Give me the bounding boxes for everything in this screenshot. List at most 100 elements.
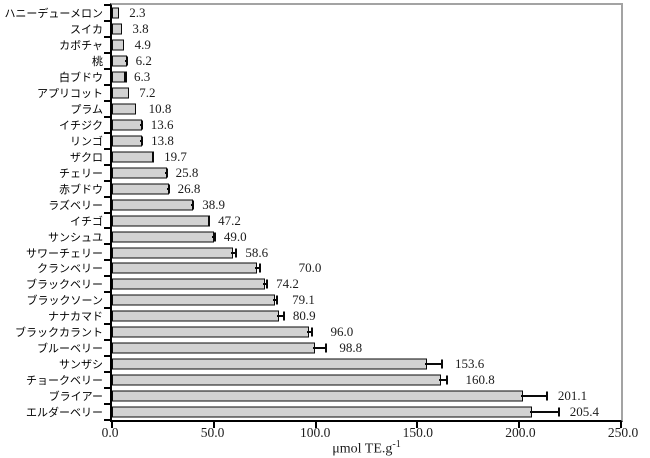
bar (112, 326, 310, 338)
error-cap (208, 216, 211, 226)
category-label: イチジク (59, 119, 103, 132)
y-axis-tick (104, 419, 110, 421)
category-label: カボチャ (59, 39, 103, 52)
x-tick-label: 200.0 (505, 425, 536, 440)
bar-rows: ハニーデューメロン 2.3 スイカ 3.8 カボチャ 4.9 桃 6.2 白ブドウ 6.3 アプリコ… (4, 4, 622, 428)
bar (112, 390, 524, 402)
category-label: ブラックソーン (26, 295, 103, 308)
y-axis-tick (104, 35, 110, 38)
value-label: 13.6 (150, 116, 174, 132)
value-label: 38.9 (202, 196, 225, 212)
bar (112, 7, 119, 19)
error-cap (545, 391, 548, 401)
category-label: ブラックベリー (26, 279, 103, 292)
value-label: 49.0 (223, 228, 247, 244)
category-label: 白ブドウ (59, 71, 103, 84)
error-cap (167, 184, 170, 194)
bar (112, 231, 214, 243)
category-label: サンザシ (59, 359, 103, 372)
value-label: 98.8 (339, 340, 363, 356)
bar (112, 247, 234, 259)
y-axis-tick (104, 147, 110, 150)
bar-row: 桃 6.2 (92, 53, 621, 69)
bar-row: イチゴ 47.2 (70, 213, 621, 229)
error-bar (166, 184, 170, 194)
y-axis-tick (104, 131, 110, 134)
error-bar (521, 391, 548, 401)
category-label: ハニーデューメロン (4, 7, 103, 20)
value-label: 160.8 (465, 372, 495, 388)
error-bar (530, 407, 560, 417)
value-label: 58.6 (245, 244, 269, 260)
x-tick-label: 0.0 (101, 425, 119, 440)
value-label: 70.0 (298, 260, 322, 276)
y-axis-tick (104, 371, 110, 374)
bar (112, 358, 427, 370)
bar-row: 赤ブドウ 26.8 (59, 181, 621, 197)
x-axis-unit: μmol TE.g (332, 441, 393, 457)
error-cap (282, 311, 285, 321)
error-cap (141, 136, 144, 146)
bar-row: ラズベリー 38.9 (48, 196, 621, 213)
y-axis-tick (104, 387, 110, 390)
x-axis-tick (111, 422, 113, 428)
error-cap (124, 72, 127, 82)
y-axis-tick (104, 115, 110, 118)
bar-row: リンゴ 13.8 (70, 132, 621, 149)
error-bar (152, 152, 155, 162)
bar-row: チェリー 25.8 (59, 164, 621, 181)
bar-row: ブラックベリー 74.2 (26, 276, 621, 292)
y-axis-tick (104, 211, 110, 214)
error-bar (276, 311, 285, 321)
bar (112, 71, 127, 83)
error-cap (213, 232, 216, 242)
bar-row: プラム 10.8 (70, 101, 621, 117)
error-bar (140, 136, 144, 146)
error-cap (266, 279, 269, 289)
error-bar (263, 279, 269, 289)
error-bar (208, 216, 211, 226)
error-bar (273, 295, 279, 305)
y-axis-tick (104, 307, 110, 310)
bar (112, 183, 169, 195)
bar-row: ブルーベリー 98.8 (37, 340, 621, 356)
error-cap (325, 343, 328, 353)
value-label: 13.8 (151, 132, 174, 148)
error-bar (164, 168, 168, 178)
category-label: イチゴ (70, 215, 103, 228)
error-cap (140, 120, 143, 130)
bar (112, 199, 194, 211)
y-axis-tick (104, 19, 110, 22)
error-cap (192, 200, 195, 210)
y-axis-tick (104, 323, 110, 326)
value-label: 2.3 (129, 4, 146, 20)
category-label: ナナカマド (48, 311, 103, 324)
bar-row: エルダーベリー 205.4 (26, 404, 621, 420)
category-label: ブラックカラント (15, 327, 103, 340)
error-cap (125, 56, 128, 66)
y-axis-tick (104, 99, 110, 102)
bar-row: 白ブドウ 6.3 (59, 69, 621, 85)
value-label: 79.1 (292, 292, 315, 308)
value-label: 201.1 (557, 388, 588, 404)
bar-row: サンザシ 153.6 (59, 356, 621, 372)
error-bar (124, 72, 127, 82)
error-bar (211, 232, 216, 242)
category-label: ザクロ (70, 151, 103, 164)
y-axis-tick (104, 195, 110, 198)
bar (112, 215, 211, 227)
y-axis-tick (104, 227, 110, 230)
x-tick-label: 100.0 (300, 425, 331, 440)
value-label: 25.8 (175, 164, 199, 180)
x-axis-title: μmol TE.g-1 (110, 439, 623, 458)
bar-row: サワーチェリー 58.6 (26, 244, 621, 261)
error-bar (124, 56, 128, 66)
error-bar (439, 375, 448, 385)
category-label: 赤ブドウ (59, 183, 103, 196)
error-bar (191, 200, 195, 210)
category-label: ラズベリー (48, 199, 103, 212)
x-tick-label: 250.0 (607, 425, 639, 440)
category-label: 桃 (92, 55, 103, 68)
bar-row: サンシュユ 49.0 (48, 228, 621, 245)
